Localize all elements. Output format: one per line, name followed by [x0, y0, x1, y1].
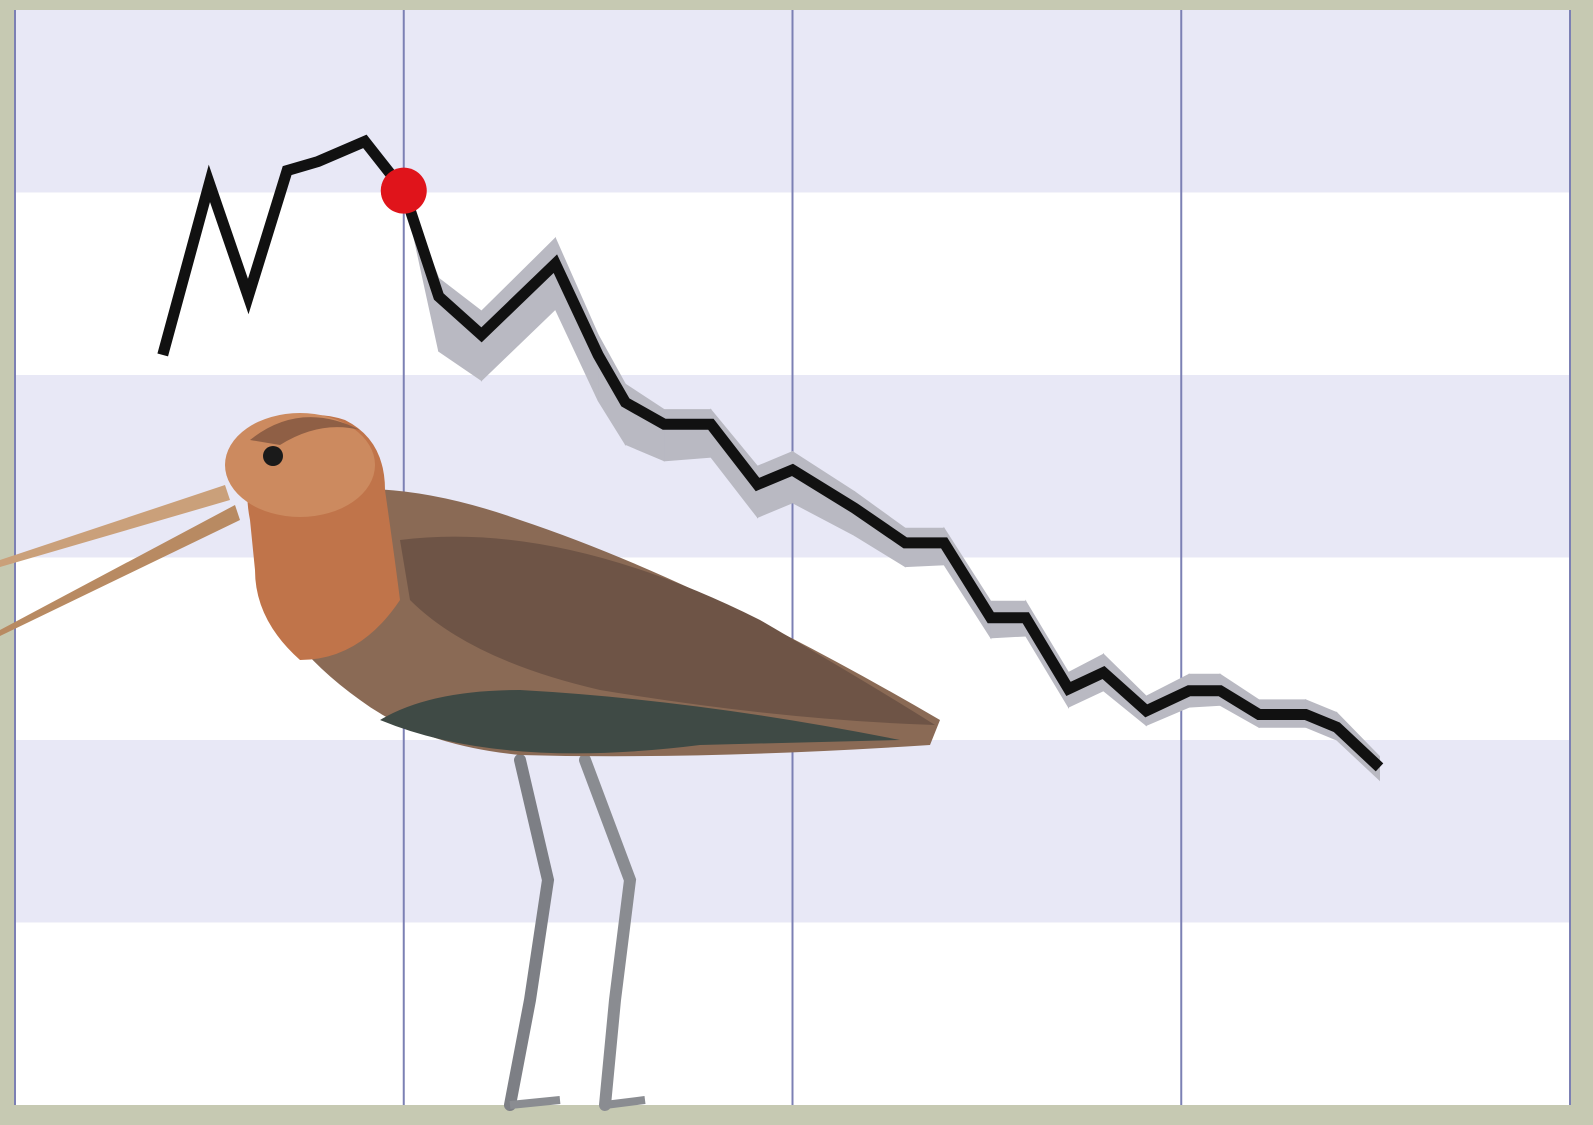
- marks: [157, 134, 1384, 782]
- bird-photo: [0, 413, 940, 1111]
- line: [157, 134, 1384, 772]
- uncertainty-band: [663, 409, 712, 462]
- grid: [14, 10, 1571, 1105]
- highlight-point: [380, 167, 427, 214]
